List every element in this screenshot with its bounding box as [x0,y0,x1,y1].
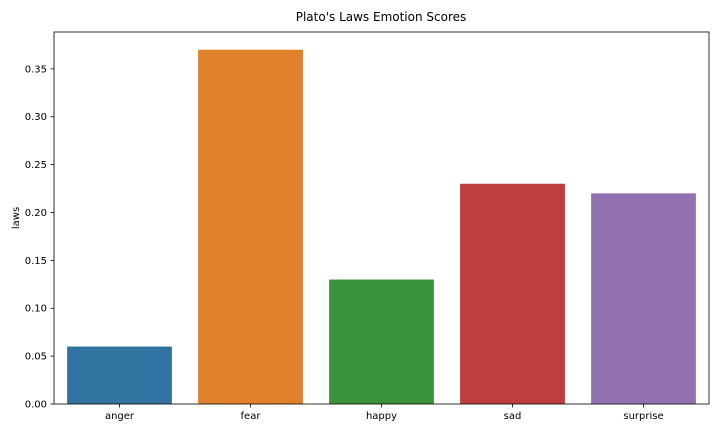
bar-happy [329,279,434,404]
bar-anger [67,346,172,404]
x-axis-ticks: anger fear happy sad surprise [105,404,664,422]
y-tick-label: 0.20 [25,208,47,219]
plot-frame [53,31,710,405]
x-tick-label: sad [504,411,522,422]
chart-title: Plato's Laws Emotion Scores [296,10,467,24]
bar-surprise [591,193,696,404]
bar-fear [198,49,303,404]
y-tick-label: 0.30 [25,112,47,123]
x-tick-label: surprise [623,411,663,422]
bars-group [67,49,696,404]
y-axis-ticks: 0.00 0.05 0.10 0.15 0.20 0.25 0.30 0.35 [25,64,54,411]
x-tick-label: happy [366,411,397,422]
y-tick-label: 0.15 [25,256,47,267]
y-tick-label: 0.35 [25,64,47,75]
y-tick-label: 0.10 [25,304,47,315]
y-tick-label: 0.25 [25,160,47,171]
y-tick-label: 0.05 [25,352,47,363]
bar-sad [460,183,565,404]
x-tick-label: fear [241,411,262,422]
x-tick-label: anger [105,411,135,422]
y-tick-label: 0.00 [25,400,47,411]
y-axis-label: laws [11,207,22,229]
